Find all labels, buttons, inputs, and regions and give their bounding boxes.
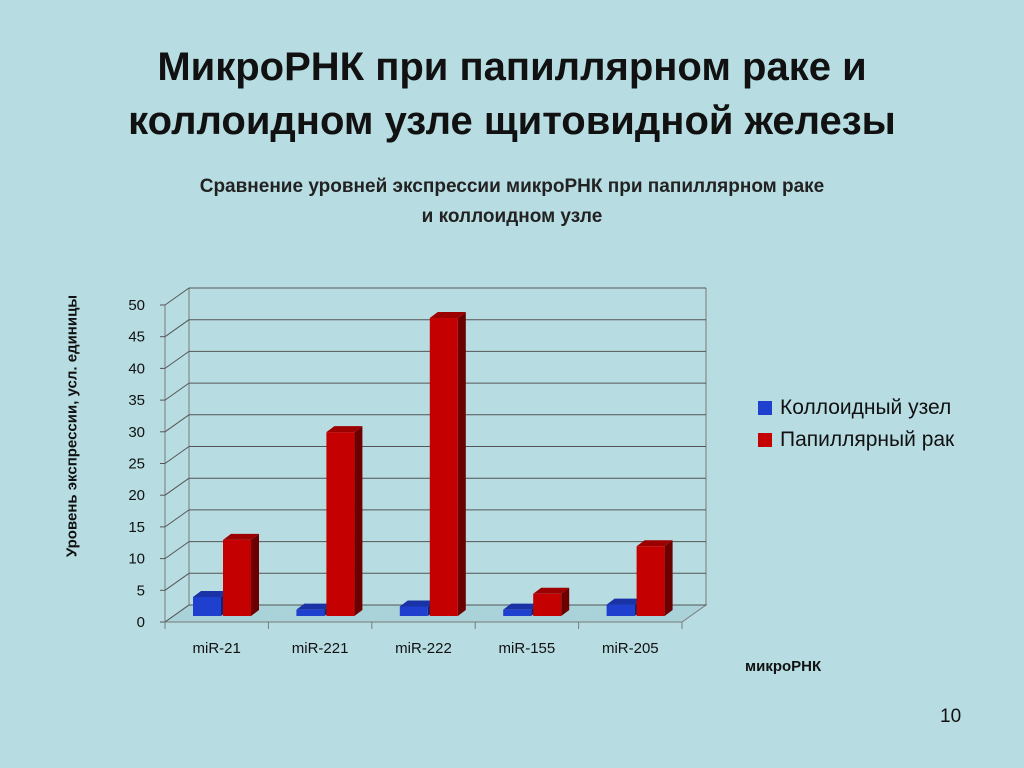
bar-front (503, 609, 532, 616)
bar-side (251, 533, 259, 616)
gridline-side (164, 382, 190, 401)
bar-top (223, 533, 259, 540)
gridline-side (164, 319, 190, 338)
bar-side (457, 312, 466, 616)
y-tick-label: 50 (128, 297, 145, 314)
bar-side (664, 540, 673, 616)
chart-title-line1: Сравнение уровней экспрессии микроРНК пр… (199, 176, 825, 197)
gridline-side (164, 446, 190, 464)
bar-front (193, 596, 221, 616)
slide-title-line2: коллоидном узле щитовидной железы (128, 99, 896, 143)
bar-front (429, 318, 458, 616)
page-number: 10 (940, 706, 962, 727)
slide-title-line1: МикроРНК при папиллярном раке и (157, 45, 867, 89)
y-tick-label: 35 (128, 392, 145, 409)
x-tick-label: miR-221 (292, 640, 349, 657)
legend-label-papillary: Папиллярный рак (780, 428, 955, 451)
chart-title: Сравнение уровней экспрессии микроРНК пр… (0, 172, 1024, 232)
legend-item-papillary: Папиллярный рак (758, 424, 954, 456)
gridline-side (164, 572, 190, 591)
bar-papillary-miR-222 (429, 312, 466, 616)
bar-top (399, 600, 436, 607)
y-tick-label: 30 (128, 424, 145, 441)
y-axis-label: Уровень экспрессии, усл. единицы (63, 294, 81, 558)
x-tick-label: miR-21 (193, 640, 241, 657)
legend-swatch-colloid (758, 401, 772, 415)
bar-papillary-miR-21 (223, 533, 259, 616)
bar-front (399, 606, 428, 616)
gridline-side (164, 509, 190, 528)
legend-swatch-papillary (758, 433, 772, 447)
gridline-side (164, 541, 190, 560)
bar-top (606, 598, 643, 605)
y-tick-label: 40 (128, 360, 145, 377)
chart-title-line2: и коллоидном узле (421, 206, 603, 227)
bar-papillary-miR-205 (636, 540, 673, 616)
bar-top (296, 603, 333, 610)
y-tick-label: 20 (128, 487, 145, 504)
legend-label-colloid: Коллоидный узел (780, 396, 952, 419)
y-tick-label: 15 (128, 519, 145, 536)
bar-front (223, 539, 251, 616)
y-tick-label: 25 (128, 456, 145, 473)
bar-front (296, 609, 325, 616)
gridline-side (164, 477, 190, 496)
bar-papillary-miR-221 (326, 426, 363, 616)
bar-top (429, 312, 466, 319)
bar-top (503, 603, 540, 610)
bar-side (561, 587, 570, 616)
gridline-side (164, 414, 190, 433)
x-axis-label: микроРНК (745, 658, 822, 675)
bar-top (636, 540, 673, 547)
bar-front (533, 593, 562, 616)
bar-side (354, 426, 363, 616)
bar-top (193, 590, 229, 597)
y-tick-label: 5 (137, 582, 145, 599)
x-tick-label: miR-155 (499, 640, 556, 657)
bar-front (606, 604, 635, 616)
bar-papillary-miR-155 (533, 587, 570, 616)
slide-title: МикроРНК при папиллярном раке и коллоидн… (0, 40, 1024, 148)
legend: Коллоидный узел Папиллярный рак (758, 392, 954, 456)
bar-top (533, 587, 570, 594)
gridline-side (164, 287, 190, 306)
bar-front (326, 432, 355, 616)
x-tick-label: miR-205 (602, 640, 659, 657)
y-tick-label: 45 (128, 329, 145, 346)
gridline-side (164, 604, 190, 623)
gridline-side (164, 350, 190, 369)
bar-top (326, 426, 363, 433)
legend-item-colloid: Коллоидный узел (758, 392, 954, 424)
y-tick-label: 0 (137, 614, 145, 631)
x-tick-label: miR-222 (395, 640, 452, 657)
bar-front (636, 546, 665, 616)
y-tick-label: 10 (128, 551, 145, 568)
